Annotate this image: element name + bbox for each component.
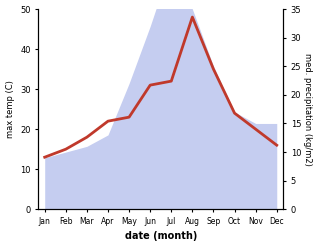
Y-axis label: med. precipitation (kg/m2): med. precipitation (kg/m2)	[303, 53, 313, 165]
X-axis label: date (month): date (month)	[125, 231, 197, 242]
Y-axis label: max temp (C): max temp (C)	[5, 80, 15, 138]
